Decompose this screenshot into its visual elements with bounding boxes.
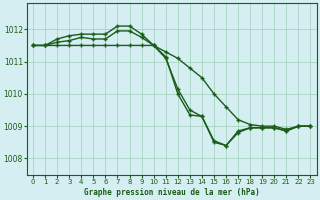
X-axis label: Graphe pression niveau de la mer (hPa): Graphe pression niveau de la mer (hPa)	[84, 188, 260, 197]
